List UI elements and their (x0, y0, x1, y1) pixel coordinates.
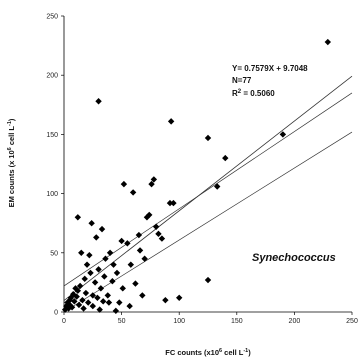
data-point (124, 240, 131, 247)
y-tick-label: 200 (46, 73, 58, 80)
data-point (126, 302, 133, 310)
axes (63, 16, 352, 313)
y-tick-label: 100 (46, 191, 58, 198)
y-tick-label: 0 (54, 310, 58, 317)
data-point (110, 261, 117, 268)
data-point (101, 273, 108, 280)
data-point (167, 118, 175, 125)
data-point (102, 255, 109, 262)
data-point (222, 154, 229, 162)
data-point (135, 231, 143, 239)
regression-equation: Y= 0.7579X + 9.7048 (232, 64, 308, 73)
data-point (120, 180, 128, 188)
confidence-lower-line (63, 131, 353, 313)
data-point (94, 294, 101, 301)
data-point (148, 180, 155, 188)
data-point (95, 98, 102, 105)
data-point (204, 134, 212, 142)
data-point (204, 276, 212, 284)
data-point (76, 282, 84, 290)
y-tick-label: 50 (50, 250, 58, 257)
x-tick-label: 200 (289, 318, 301, 325)
data-point (93, 234, 100, 241)
data-point (83, 261, 91, 268)
data-point (119, 285, 126, 292)
data-point (96, 306, 103, 313)
x-tick-label: 0 (62, 318, 66, 325)
data-point (74, 214, 82, 221)
data-point (155, 230, 162, 238)
data-point (95, 266, 102, 273)
data-point (170, 199, 177, 207)
data-point (139, 292, 146, 299)
data-point (71, 298, 78, 305)
data-point (78, 249, 85, 256)
y-tick-label: 250 (46, 14, 58, 21)
data-point (116, 299, 123, 306)
data-point (118, 237, 125, 245)
data-point (136, 247, 144, 254)
x-tick-label: 150 (231, 318, 243, 325)
data-point (106, 249, 114, 256)
data-point (73, 293, 80, 300)
data-point (81, 275, 88, 283)
data-point (152, 223, 160, 230)
data-point (127, 261, 135, 268)
y-axis-title: EM counts (x 106 cell L-1) (7, 118, 16, 207)
data-point (141, 255, 148, 262)
data-points (61, 38, 332, 315)
x-tick-label: 100 (173, 318, 185, 325)
x-tick-label: 250 (346, 318, 358, 325)
data-point (80, 305, 87, 312)
data-point (89, 292, 96, 299)
data-point (74, 287, 82, 294)
data-point (86, 251, 93, 259)
data-point (166, 199, 174, 207)
data-point (150, 176, 158, 183)
y-tick-label: 150 (46, 132, 58, 139)
data-point (68, 304, 76, 311)
data-point (104, 292, 111, 299)
x-axis-title: FC counts (x106 cell L-1) (165, 348, 251, 357)
data-point (162, 296, 169, 304)
data-point (87, 269, 94, 277)
data-point (112, 307, 120, 315)
data-point (214, 183, 221, 190)
data-point (143, 214, 151, 221)
axis-ticks: 0 50 100 150 200 250 0 50 100 150 200 250 (46, 14, 358, 326)
data-point (75, 301, 83, 309)
r-squared: R2 = 0.5060 (232, 89, 275, 98)
x-tick-label: 50 (118, 318, 126, 325)
data-point (109, 278, 116, 285)
data-point (324, 38, 332, 46)
data-point (89, 302, 96, 310)
data-point (84, 299, 92, 306)
data-point (91, 279, 99, 286)
series-label: Synechococcus (252, 252, 336, 264)
data-point (113, 269, 121, 277)
regression-line (63, 75, 353, 301)
data-point (146, 211, 153, 219)
data-point (98, 225, 106, 233)
data-point (176, 294, 183, 301)
data-point (129, 189, 137, 196)
data-point (79, 296, 86, 304)
data-point (132, 280, 139, 287)
data-point (82, 289, 90, 297)
data-point (279, 131, 287, 138)
data-point (105, 299, 113, 306)
sample-size: N=77 (232, 76, 252, 85)
data-point (88, 220, 95, 227)
data-point (99, 298, 107, 305)
data-point (97, 285, 105, 292)
data-point (158, 235, 166, 242)
